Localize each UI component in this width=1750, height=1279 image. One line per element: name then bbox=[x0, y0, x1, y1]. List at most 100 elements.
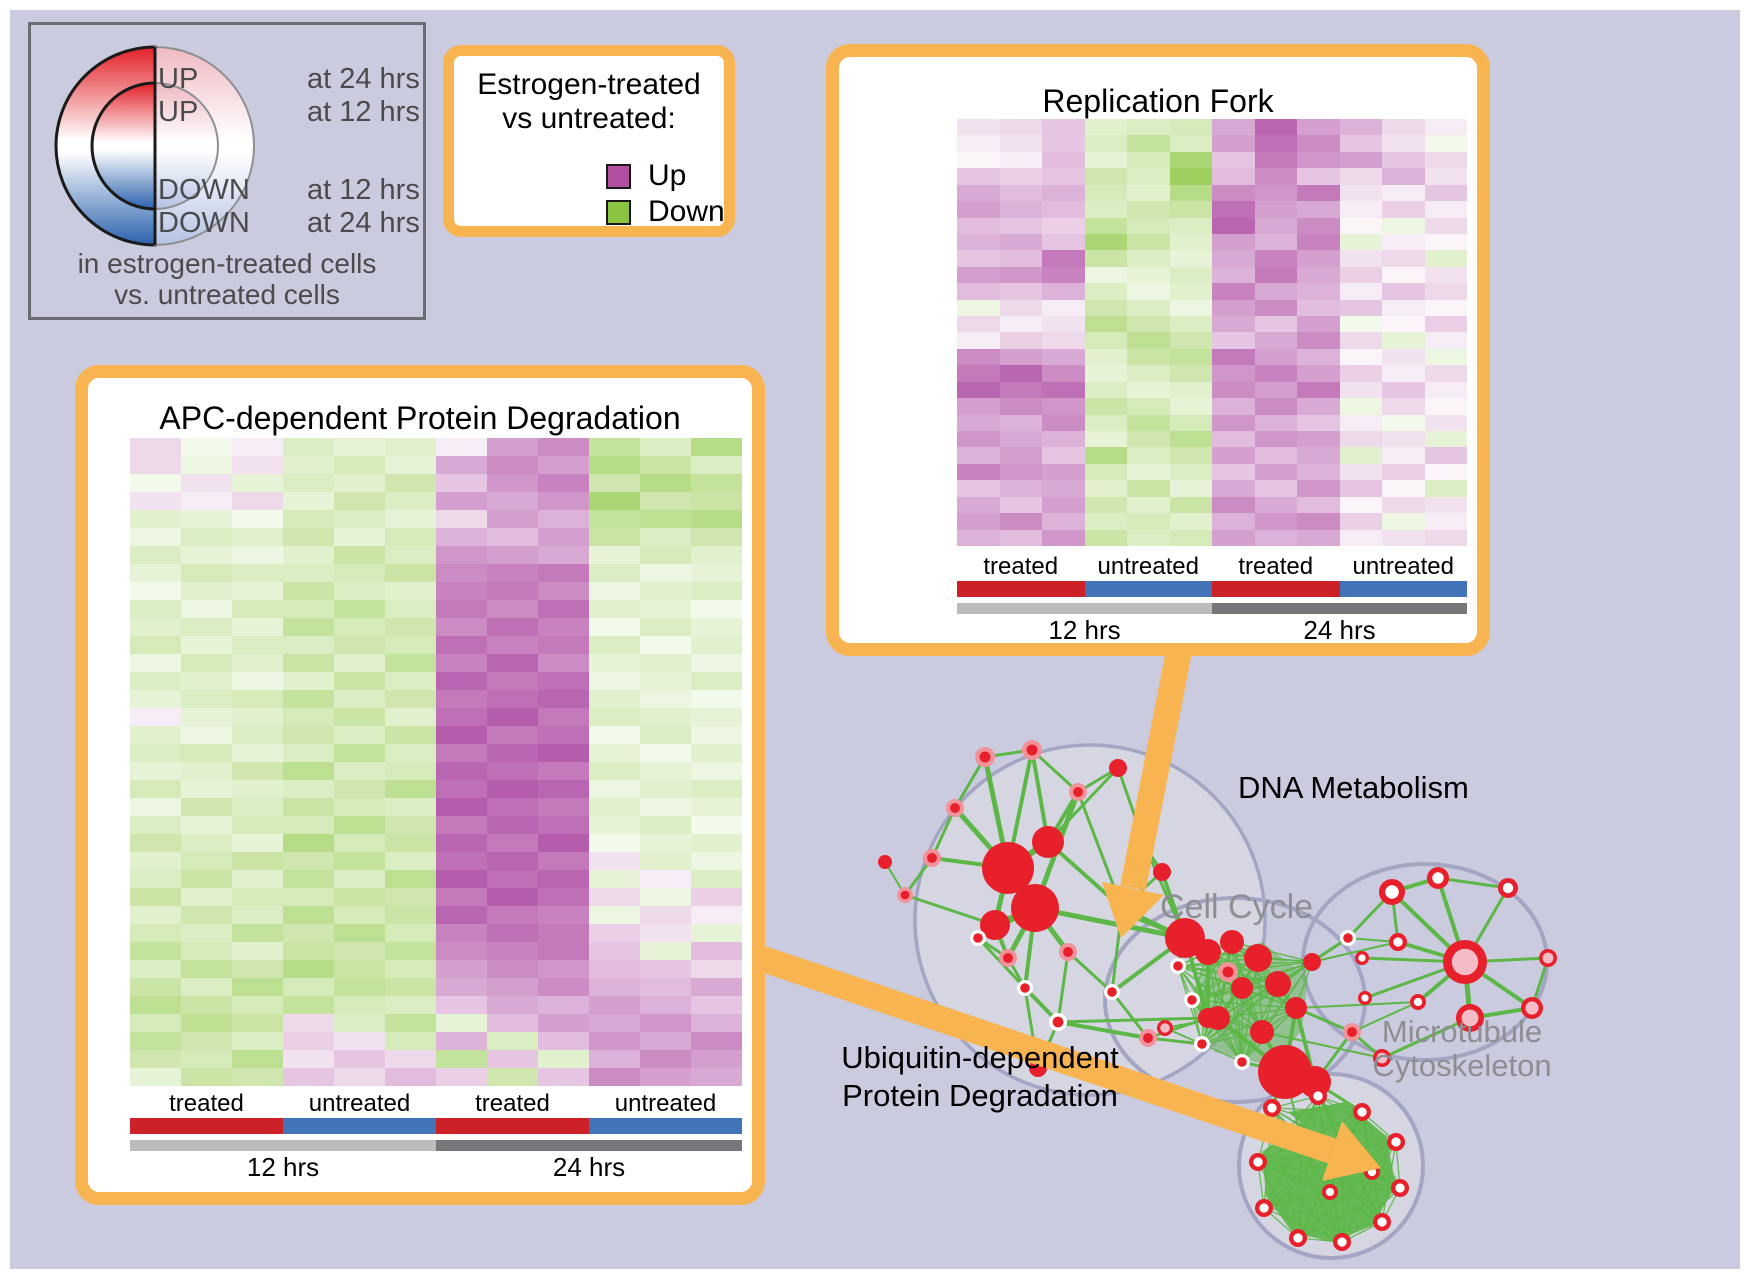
heatmap-cell bbox=[130, 1050, 181, 1068]
heatmap-cell bbox=[1339, 463, 1382, 481]
heatmap-cell bbox=[1127, 447, 1170, 464]
heatmap-cell bbox=[487, 852, 538, 870]
heatmap-cell bbox=[957, 398, 1000, 415]
heatmap-cell bbox=[1212, 299, 1255, 317]
heatmap-cell bbox=[334, 690, 385, 708]
heatmap-cell bbox=[181, 1050, 232, 1068]
heatmap-cell bbox=[1339, 119, 1382, 136]
heatmap-cell bbox=[640, 942, 691, 960]
heatmap-cell bbox=[385, 762, 436, 780]
heatmap-cell bbox=[691, 456, 742, 474]
heatmap-cell bbox=[487, 960, 538, 978]
heatmap-cell bbox=[283, 888, 334, 906]
heatmap-cell bbox=[1297, 332, 1340, 349]
heatmap-cell bbox=[487, 942, 538, 960]
heatmap-cell bbox=[181, 978, 232, 996]
replication-fork-time-labels: 12 hrs 24 hrs bbox=[957, 615, 1467, 646]
heatmap-cell bbox=[334, 780, 385, 798]
heatmap-cell bbox=[538, 996, 589, 1014]
heatmap-cell bbox=[130, 456, 181, 474]
heatmap-cell bbox=[334, 960, 385, 978]
heatmap-cell bbox=[1254, 283, 1297, 300]
heatmap-cell bbox=[1424, 184, 1467, 202]
heatmap-cell bbox=[130, 438, 181, 456]
heatmap-cell bbox=[1254, 513, 1297, 530]
heatmap-cell bbox=[1127, 463, 1170, 481]
group-color-bar bbox=[130, 1118, 283, 1134]
heatmap-cell bbox=[1084, 217, 1127, 234]
heatmap-cell bbox=[487, 744, 538, 762]
heatmap-cell bbox=[1084, 184, 1127, 202]
heatmap-cell bbox=[487, 798, 538, 816]
heatmap-cell bbox=[1042, 283, 1085, 300]
heatmap-cell bbox=[487, 888, 538, 906]
heatmap-cell bbox=[691, 654, 742, 672]
heatmap-cell bbox=[957, 119, 1000, 136]
heatmap-cell bbox=[1212, 233, 1255, 251]
heatmap-cell bbox=[1212, 381, 1255, 399]
heatmap-cell bbox=[1084, 135, 1127, 152]
heatmap-cell bbox=[640, 924, 691, 942]
heatmap-cell bbox=[538, 672, 589, 690]
heatmap-cell bbox=[1339, 233, 1382, 251]
heatmap-cell bbox=[1382, 348, 1425, 366]
time-label: 24 hrs bbox=[552, 1152, 626, 1182]
heatmap-cell bbox=[589, 456, 640, 474]
heatmap-cell bbox=[283, 636, 334, 654]
heatmap-cell bbox=[999, 299, 1042, 317]
heatmap-cell bbox=[1084, 250, 1127, 267]
heatmap-cell bbox=[1382, 151, 1425, 169]
heatmap-cell bbox=[999, 233, 1042, 251]
heatmap-cell bbox=[232, 996, 283, 1014]
heatmap-cell bbox=[999, 513, 1042, 530]
heatmap-cell bbox=[436, 618, 487, 636]
heatmap-cell bbox=[436, 690, 487, 708]
heatmap-cell bbox=[589, 1050, 640, 1068]
heatmap-cell bbox=[589, 924, 640, 942]
heatmap-cell bbox=[1254, 496, 1297, 514]
heatmap-cell bbox=[130, 618, 181, 636]
heatmap-cell bbox=[487, 996, 538, 1014]
heatmap-cell bbox=[436, 906, 487, 924]
heatmap-cell bbox=[1339, 168, 1382, 185]
replication-fork-title: Replication Fork bbox=[1042, 83, 1274, 119]
heatmap-cell bbox=[1254, 233, 1297, 251]
heatmap-cell bbox=[999, 316, 1042, 333]
heatmap-cell bbox=[538, 654, 589, 672]
heatmap-cell bbox=[1382, 463, 1425, 481]
heatmap-cell bbox=[1424, 365, 1467, 382]
heatmap-cell bbox=[232, 870, 283, 888]
heatmap-cell bbox=[1084, 431, 1127, 448]
heatmap-cell bbox=[538, 888, 589, 906]
heatmap-cell bbox=[957, 201, 1000, 218]
heatmap-cell bbox=[1339, 316, 1382, 333]
heatmap-cell bbox=[640, 546, 691, 564]
heatmap-cell bbox=[957, 414, 1000, 432]
heatmap-cell bbox=[1084, 513, 1127, 530]
heatmap-cell bbox=[1254, 184, 1297, 202]
heatmap-cell bbox=[1339, 381, 1382, 399]
heatmap-cell bbox=[957, 283, 1000, 300]
heatmap-cell bbox=[385, 744, 436, 762]
heatmap-cell bbox=[436, 870, 487, 888]
heatmap-cell bbox=[538, 942, 589, 960]
heatmap-cell bbox=[1254, 332, 1297, 349]
heatmap-cell bbox=[999, 414, 1042, 432]
heatmap-cell bbox=[181, 906, 232, 924]
heatmap-cell bbox=[1212, 447, 1255, 464]
heatmap-cell bbox=[589, 528, 640, 546]
heatmap-cell bbox=[232, 726, 283, 744]
replication-fork-group-labels: treated untreated treated untreated bbox=[957, 553, 1467, 581]
heatmap-cell bbox=[1424, 119, 1467, 136]
heatmap-cell bbox=[589, 870, 640, 888]
heatmap-cell bbox=[1127, 381, 1170, 399]
heatmap-cell bbox=[999, 398, 1042, 415]
heatmap-cell bbox=[283, 690, 334, 708]
heatmap-cell bbox=[1254, 431, 1297, 448]
heatmap-cell bbox=[957, 447, 1000, 464]
heatmap-cell bbox=[181, 600, 232, 618]
heatmap-cell bbox=[1212, 168, 1255, 185]
heatmap-cell bbox=[436, 510, 487, 528]
heatmap-cell bbox=[691, 762, 742, 780]
heatmap-cell bbox=[1042, 299, 1085, 317]
